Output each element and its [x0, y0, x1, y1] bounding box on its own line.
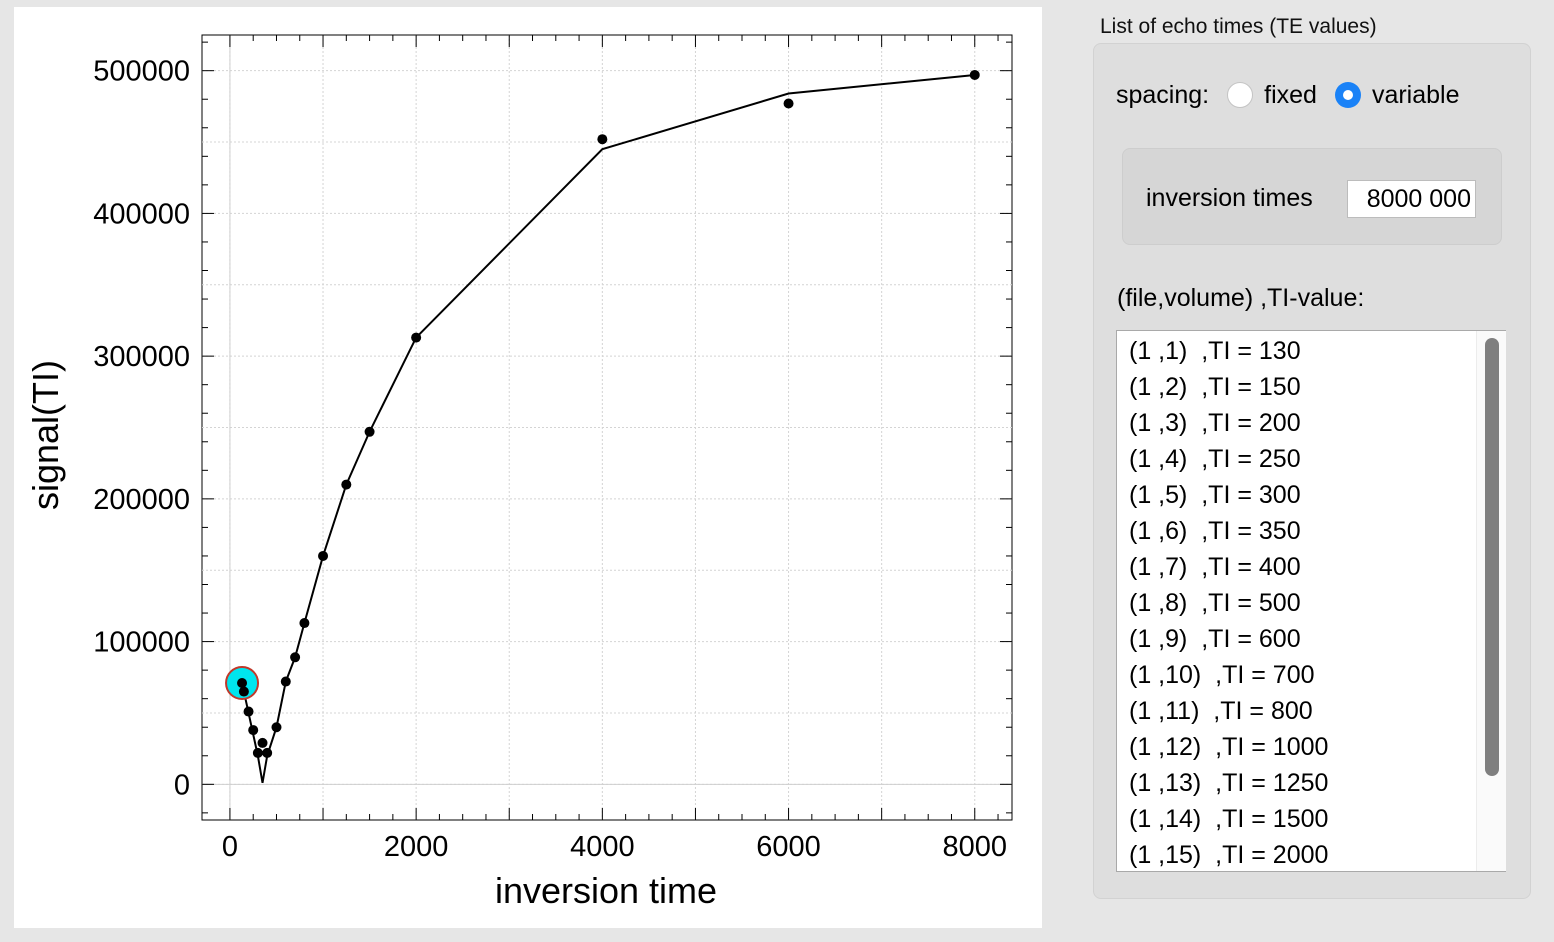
- x-axis-title: inversion time: [495, 870, 717, 911]
- data-point[interactable]: [257, 737, 268, 748]
- spacing-fixed-radio[interactable]: [1227, 82, 1254, 108]
- ti-list-item[interactable]: (1 ,9) ,TI = 600: [1129, 625, 1301, 653]
- ti-list-item[interactable]: (1 ,2) ,TI = 150: [1129, 373, 1301, 401]
- data-point[interactable]: [237, 677, 248, 688]
- y-tick-label: 100000: [93, 627, 190, 659]
- ti-list-scroll-thumb[interactable]: [1485, 338, 1499, 776]
- data-point[interactable]: [299, 618, 310, 629]
- ti-list[interactable]: (1 ,1) ,TI = 130 (1 ,2) ,TI = 150 (1 ,3) ,…: [1116, 330, 1506, 872]
- data-point[interactable]: [238, 686, 249, 697]
- spacing-label: spacing:: [1116, 80, 1210, 109]
- ti-list-item[interactable]: (1 ,12) ,TI = 1000: [1129, 733, 1329, 761]
- ti-list-item[interactable]: (1 ,11) ,TI = 800: [1129, 697, 1313, 725]
- spacing-fixed-label: fixed: [1264, 80, 1317, 109]
- x-tick-label: 6000: [756, 831, 821, 863]
- data-point[interactable]: [290, 652, 301, 663]
- data-point[interactable]: [262, 747, 273, 758]
- y-tick-label: 500000: [93, 56, 190, 88]
- y-tick-label: 0: [174, 769, 190, 801]
- ti-list-item[interactable]: (1 ,7) ,TI = 400: [1129, 553, 1301, 581]
- data-point[interactable]: [783, 98, 794, 109]
- data-point[interactable]: [364, 426, 375, 437]
- y-axis-title: signal(TI): [25, 360, 66, 510]
- data-point[interactable]: [280, 676, 291, 687]
- inversion-times-label: inversion times: [1146, 184, 1313, 212]
- data-point[interactable]: [248, 725, 259, 736]
- spacing-variable-radio[interactable]: [1334, 82, 1361, 108]
- inversion-times-input[interactable]: [1347, 180, 1476, 218]
- plot-panel: 0 2000 4000 6000 8000 0 100000 200000 300000 400…: [14, 7, 1042, 928]
- ti-list-item[interactable]: (1 ,4) ,TI = 250: [1129, 445, 1301, 473]
- ti-list-item[interactable]: (1 ,15) ,TI = 2000: [1129, 841, 1329, 869]
- spacing-variable-label: variable: [1371, 80, 1460, 109]
- y-tick-label: 200000: [93, 484, 190, 516]
- x-tick-label: 8000: [943, 831, 1008, 863]
- ti-list-item[interactable]: (1 ,8) ,TI = 500: [1129, 589, 1301, 617]
- fit-curve-line: [241, 73, 975, 784]
- data-point[interactable]: [969, 69, 980, 80]
- data-point[interactable]: [252, 747, 263, 758]
- ti-list-item[interactable]: (1 ,10) ,TI = 700: [1129, 661, 1315, 689]
- data-point[interactable]: [318, 550, 329, 561]
- spacing-fixed-option[interactable]: fixed: [1227, 81, 1317, 110]
- signal-chart[interactable]: 0 2000 4000 6000 8000 0 100000 200000 300000 400…: [14, 7, 1042, 928]
- ti-list-item[interactable]: (1 ,14) ,TI = 1500: [1129, 805, 1329, 833]
- ti-list-item[interactable]: (1 ,3) ,TI = 200: [1129, 409, 1301, 437]
- y-tick-label: 400000: [93, 198, 190, 230]
- spacing-variable-option[interactable]: variable: [1334, 80, 1460, 110]
- ti-list-item[interactable]: (1 ,13) ,TI = 1250: [1129, 769, 1329, 797]
- y-tick-label: 300000: [93, 341, 190, 373]
- x-tick-label: 2000: [384, 831, 449, 863]
- spacing-row: spacing: fixed variable: [1116, 78, 1460, 112]
- data-point[interactable]: [341, 479, 352, 490]
- data-point[interactable]: [243, 706, 254, 717]
- data-point[interactable]: [271, 722, 282, 733]
- settings-title: List of echo times (TE values): [1100, 15, 1377, 38]
- data-point[interactable]: [597, 134, 608, 145]
- ti-list-item[interactable]: (1 ,6) ,TI = 350: [1129, 517, 1301, 545]
- ti-list-item[interactable]: (1 ,1) ,TI = 130: [1129, 337, 1301, 365]
- ti-list-label: (file,volume) ,TI-value:: [1117, 284, 1365, 312]
- x-tick-label: 4000: [570, 831, 635, 863]
- x-tick-label: 0: [222, 831, 238, 863]
- data-point[interactable]: [411, 332, 422, 343]
- ti-list-item[interactable]: (1 ,5) ,TI = 300: [1129, 481, 1301, 509]
